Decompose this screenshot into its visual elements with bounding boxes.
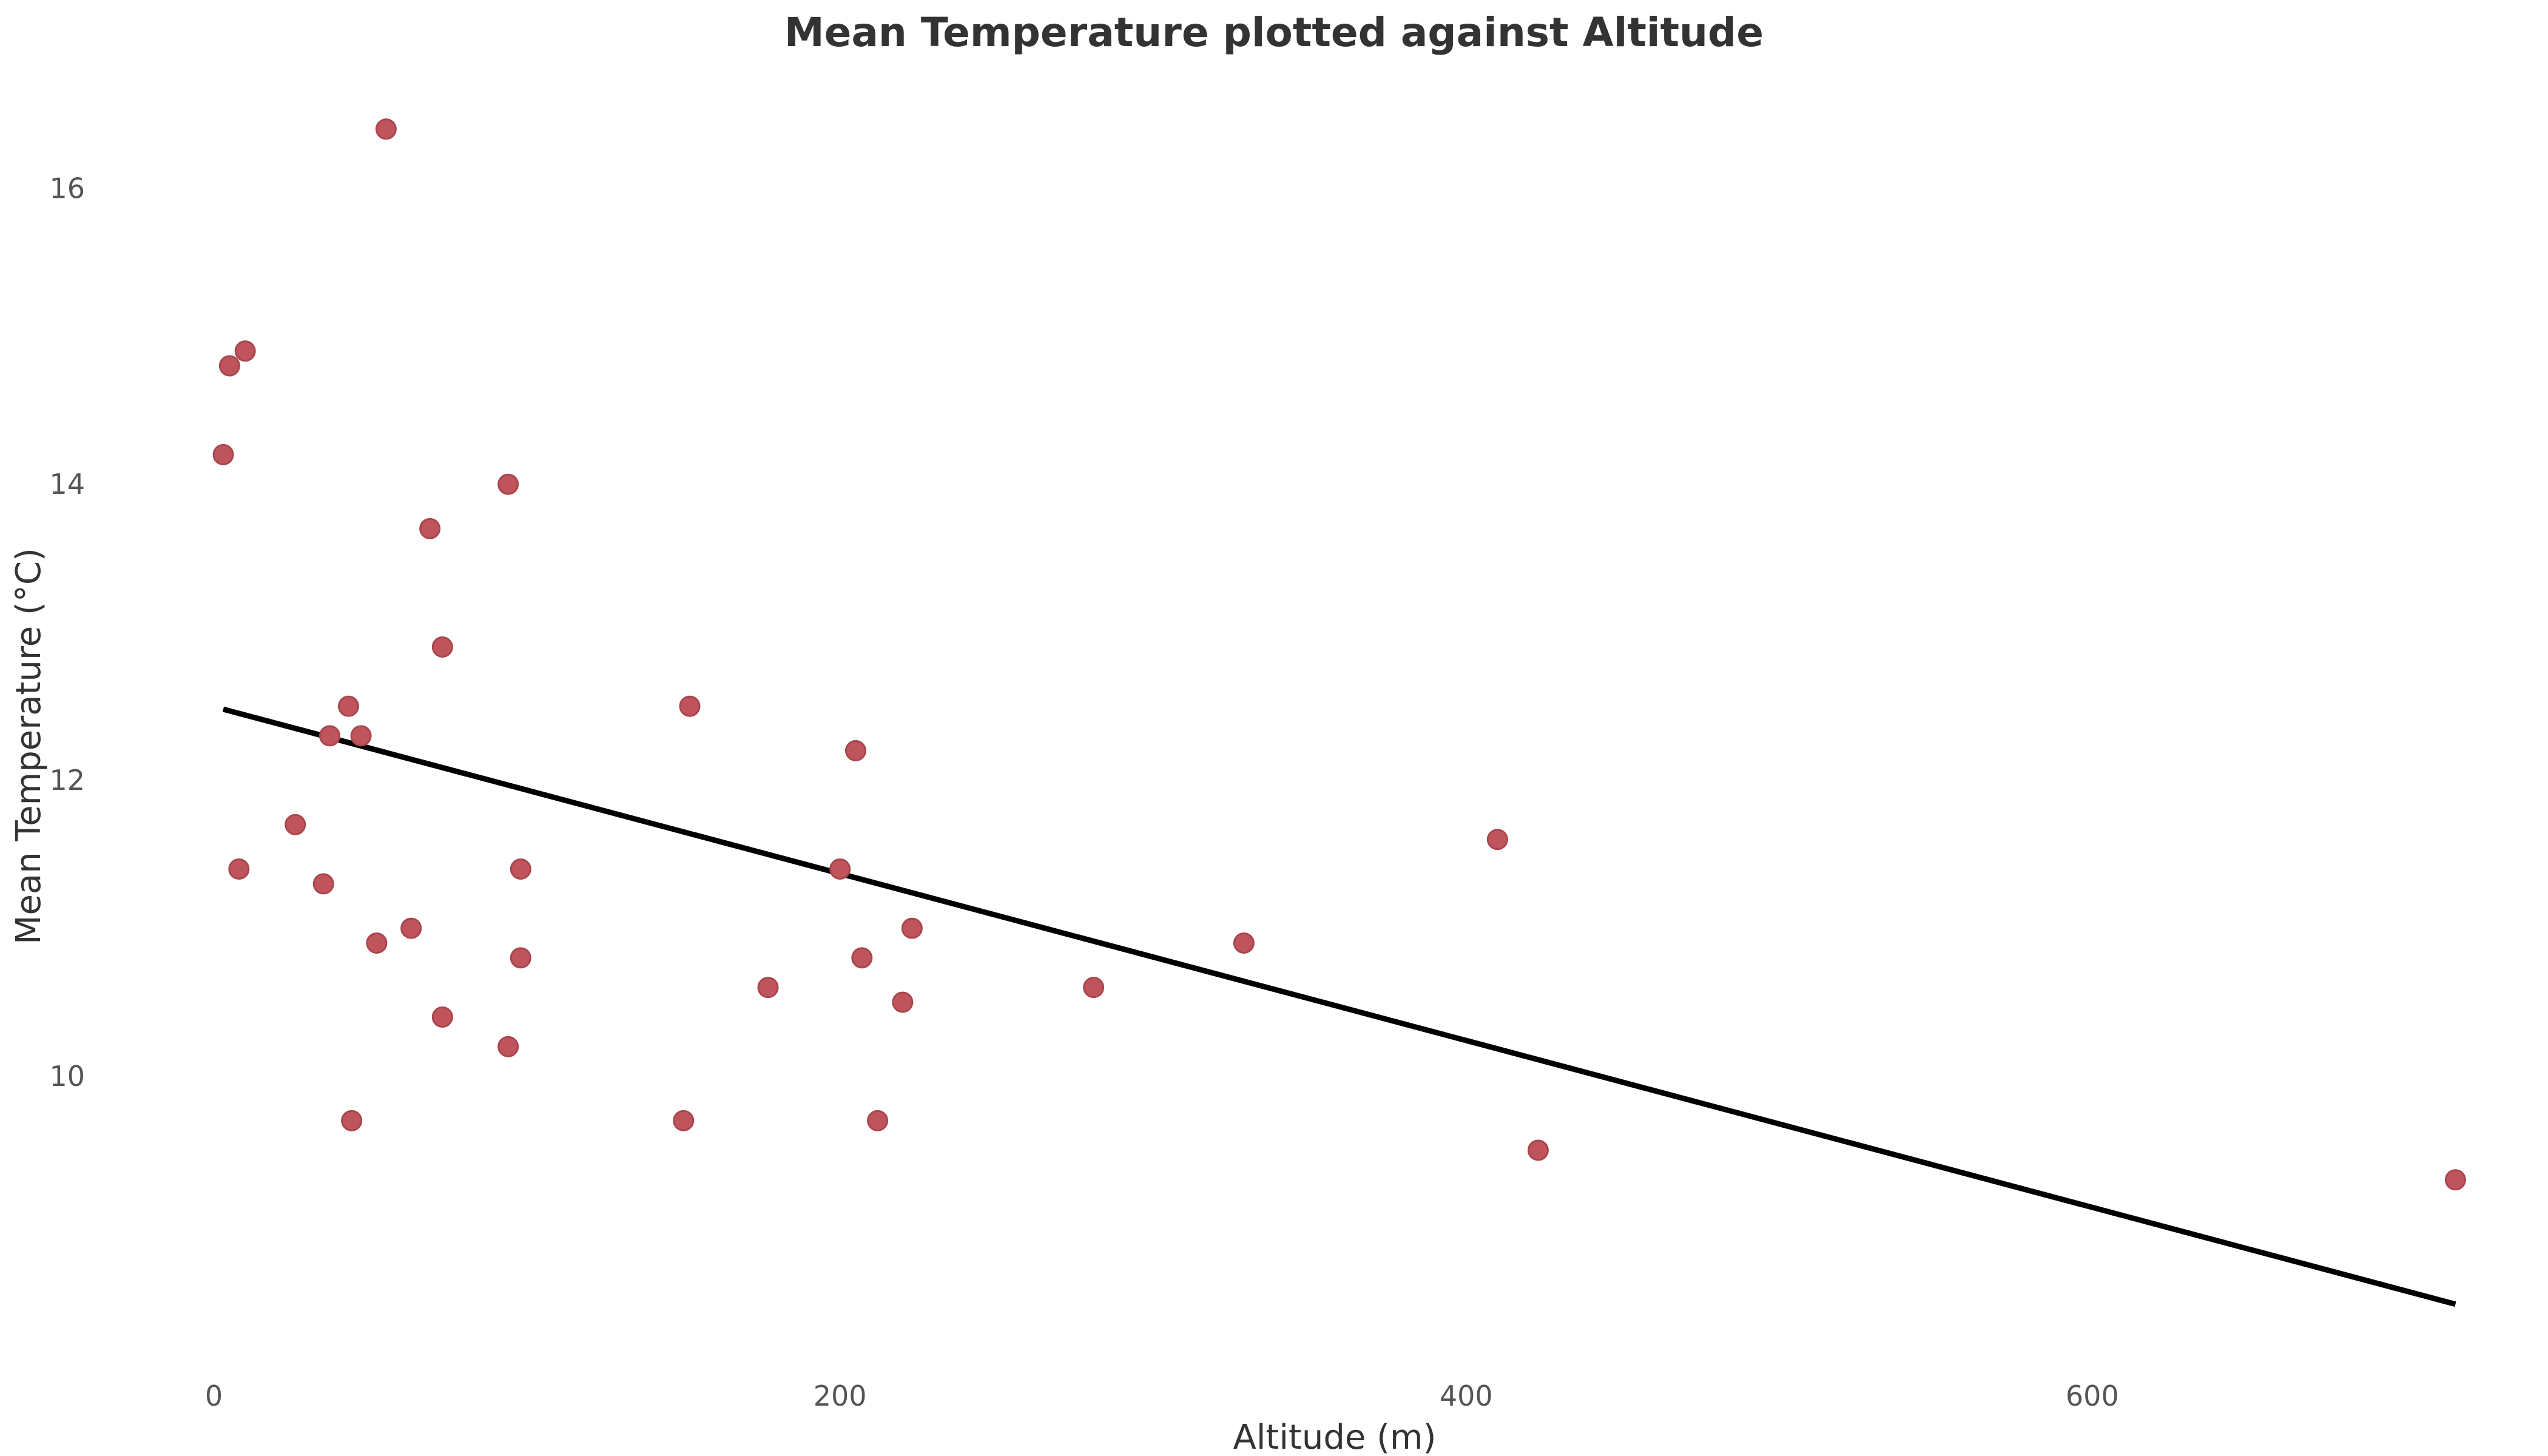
x-tick-label: 600 bbox=[2066, 1380, 2119, 1412]
x-tick-label: 400 bbox=[1440, 1380, 1493, 1412]
data-points bbox=[212, 118, 2466, 1191]
data-point bbox=[497, 1036, 519, 1057]
data-point bbox=[319, 725, 341, 747]
data-point bbox=[2444, 1169, 2466, 1191]
x-axis-tick-labels: 0 200 400 600 bbox=[205, 1380, 2119, 1412]
x-tick-label: 0 bbox=[205, 1380, 223, 1412]
data-point bbox=[312, 873, 334, 895]
data-point bbox=[228, 858, 250, 880]
data-point bbox=[341, 1110, 363, 1131]
data-point bbox=[851, 947, 873, 969]
x-tick-label: 200 bbox=[814, 1380, 867, 1412]
data-point bbox=[234, 340, 256, 362]
data-point bbox=[366, 932, 388, 954]
data-point bbox=[375, 118, 397, 140]
data-point bbox=[431, 1006, 453, 1028]
y-tick-label: 16 bbox=[49, 172, 85, 204]
data-point bbox=[510, 947, 531, 969]
data-point bbox=[673, 1110, 695, 1131]
data-point bbox=[679, 695, 701, 717]
y-tick-label: 12 bbox=[49, 764, 85, 797]
data-point bbox=[844, 740, 866, 761]
data-point bbox=[892, 991, 914, 1013]
y-tick-label: 10 bbox=[49, 1060, 85, 1093]
chart-title: Mean Temperature plotted against Altitud… bbox=[784, 9, 1764, 56]
data-point bbox=[431, 636, 453, 658]
trend-line bbox=[222, 706, 2456, 1307]
y-axis-label: Mean Temperature (°C) bbox=[9, 548, 49, 945]
data-point bbox=[497, 473, 519, 495]
data-point bbox=[337, 695, 359, 717]
y-axis-tick-labels: 10 12 14 16 bbox=[49, 172, 85, 1093]
data-point bbox=[1486, 829, 1508, 851]
data-point bbox=[419, 517, 441, 539]
data-point bbox=[901, 917, 923, 939]
data-point bbox=[1527, 1139, 1549, 1161]
data-point bbox=[1083, 977, 1105, 999]
data-point bbox=[867, 1110, 889, 1131]
data-point bbox=[285, 814, 306, 835]
data-point bbox=[1233, 932, 1255, 954]
data-point bbox=[757, 977, 779, 999]
y-tick-label: 14 bbox=[49, 468, 85, 500]
x-axis-label: Altitude (m) bbox=[1233, 1418, 1437, 1456]
data-point bbox=[510, 858, 531, 880]
trend-line-layer bbox=[222, 706, 2456, 1307]
data-point bbox=[400, 917, 422, 939]
data-point bbox=[218, 355, 240, 377]
data-point bbox=[350, 725, 372, 747]
data-point bbox=[212, 443, 234, 465]
data-point bbox=[829, 858, 851, 880]
